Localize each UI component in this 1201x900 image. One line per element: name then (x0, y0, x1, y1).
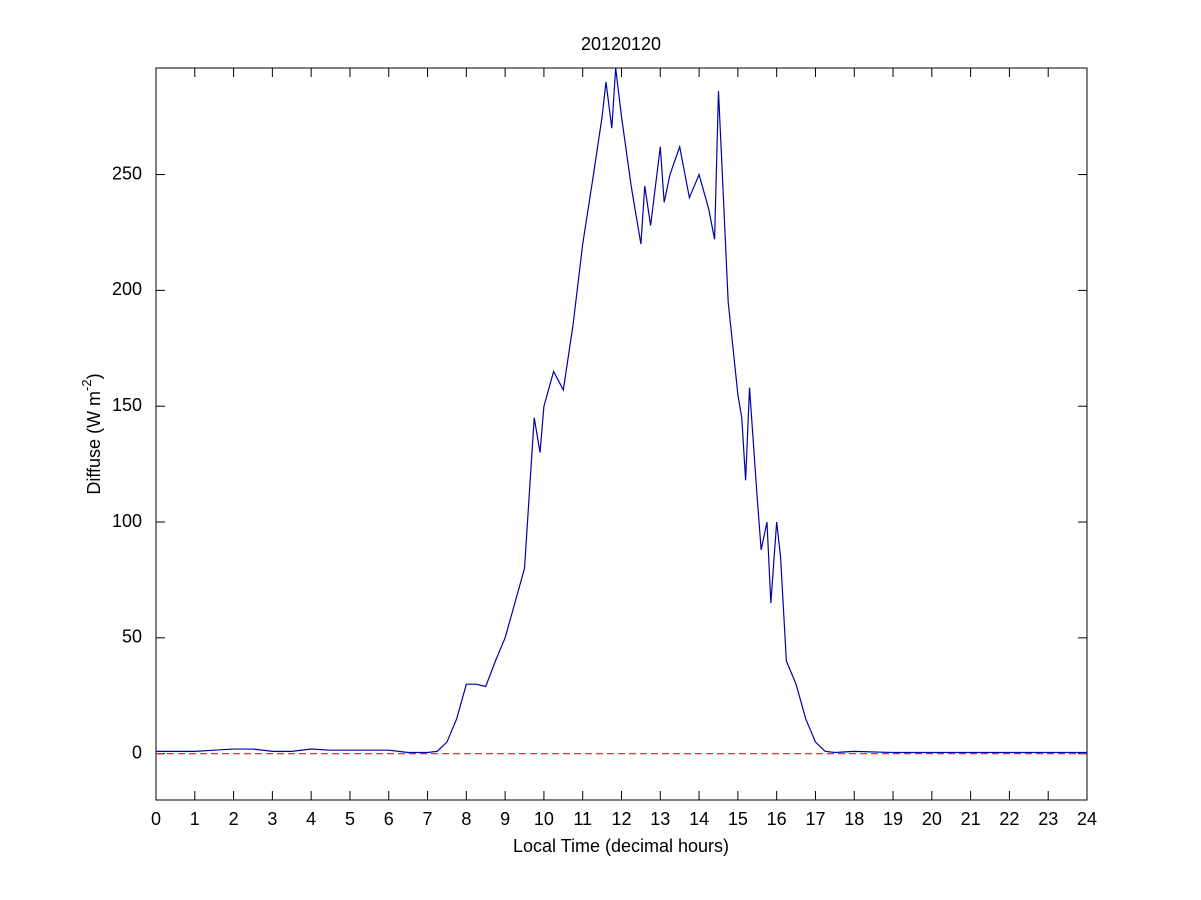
y-axis-label: Diffuse (W m-2) (79, 373, 103, 494)
x-tick-label: 16 (767, 809, 787, 829)
x-tick-label: 23 (1038, 809, 1058, 829)
x-axis-label: Local Time (decimal hours) (513, 836, 729, 856)
y-axis-label-text: Diffuse (W m (84, 391, 104, 495)
x-tick-label: 6 (384, 809, 394, 829)
y-tick-label: 250 (112, 163, 142, 183)
y-tick-label: 100 (112, 511, 142, 531)
x-tick-label: 19 (883, 809, 903, 829)
y-tick-label: 150 (112, 395, 142, 415)
data-line (156, 67, 1087, 754)
y-tick-label: 200 (112, 279, 142, 299)
y-tick-label: 0 (132, 742, 142, 762)
x-tick-label: 9 (500, 809, 510, 829)
chart-title: 20120120 (581, 34, 661, 54)
x-tick-label: 3 (267, 809, 277, 829)
y-tick-label: 50 (122, 627, 142, 647)
plot-box (155, 67, 1088, 801)
x-tick-label: 11 (573, 809, 592, 829)
x-tick-label: 10 (534, 809, 554, 829)
x-tick-label: 24 (1077, 809, 1097, 829)
x-tick-label: 2 (229, 809, 239, 829)
x-tick-label: 22 (999, 809, 1019, 829)
x-tick-label: 7 (423, 809, 433, 829)
x-tick-label: 21 (961, 809, 981, 829)
x-tick-label: 8 (461, 809, 471, 829)
x-tick-label: 20 (922, 809, 942, 829)
x-tick-label: 1 (190, 809, 200, 829)
x-tick-label: 18 (844, 809, 864, 829)
x-tick-label: 0 (151, 809, 161, 829)
y-axis-label-sup: -2 (79, 379, 94, 391)
y-axis-label-end: ) (84, 373, 104, 379)
x-tick-label: 12 (611, 809, 631, 829)
x-tick-label: 5 (345, 809, 355, 829)
x-tick-label: 4 (306, 809, 316, 829)
x-tick-label: 17 (805, 809, 825, 829)
x-tick-label: 15 (728, 809, 748, 829)
x-tick-label: 13 (650, 809, 670, 829)
x-tick-label: 14 (689, 809, 709, 829)
